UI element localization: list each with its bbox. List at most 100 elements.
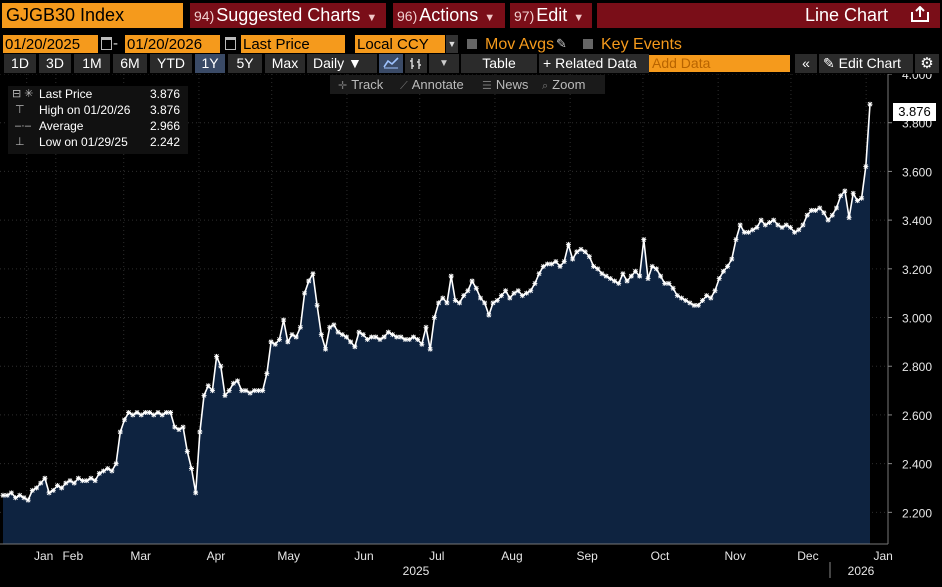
price-point bbox=[867, 101, 873, 107]
price-point bbox=[239, 388, 245, 394]
currency-selector[interactable]: Local CCY bbox=[355, 35, 445, 54]
period-1d-button[interactable]: 1D bbox=[4, 54, 36, 73]
price-point bbox=[637, 273, 643, 279]
mov-avgs-label[interactable]: Mov Avgs bbox=[485, 36, 555, 53]
price-point bbox=[193, 490, 199, 496]
price-point bbox=[163, 409, 169, 415]
price-point bbox=[624, 278, 630, 284]
price-point bbox=[586, 254, 592, 260]
price-chart[interactable]: 2.200 2.400 2.600 2.800 3.000 3.200 3.400 3.600… bbox=[0, 74, 942, 587]
period-1m-button[interactable]: 1M bbox=[74, 54, 110, 73]
price-point bbox=[92, 478, 98, 484]
annotate-tool[interactable]: ⟋ Annotate bbox=[400, 75, 464, 94]
track-tool[interactable]: ✛ Track bbox=[338, 75, 383, 94]
zoom-tool[interactable]: ⌕ Zoom bbox=[542, 75, 585, 94]
x-tick-label: Jul bbox=[429, 549, 444, 563]
price-point bbox=[314, 302, 320, 308]
period-3d-button[interactable]: 3D bbox=[39, 54, 71, 73]
price-point bbox=[281, 317, 287, 323]
chart-type-label: Line Chart bbox=[804, 5, 888, 25]
price-point bbox=[63, 480, 69, 486]
price-point bbox=[612, 278, 618, 284]
annotate-label: Annotate bbox=[411, 77, 464, 92]
price-point bbox=[720, 268, 726, 274]
x-tick-label: Jan bbox=[873, 549, 892, 563]
price-point bbox=[134, 409, 140, 415]
price-point bbox=[695, 302, 701, 308]
price-point bbox=[817, 205, 823, 211]
start-date-input[interactable]: 01/20/2025 bbox=[3, 35, 98, 54]
related-data-button[interactable]: + Related Data bbox=[539, 54, 649, 73]
y-tick-label: 2.400 bbox=[902, 458, 932, 472]
mov-avgs-checkbox[interactable] bbox=[467, 39, 477, 49]
frequency-dropdown[interactable]: Daily ▼ bbox=[307, 54, 377, 73]
key-events-checkbox[interactable] bbox=[583, 39, 593, 49]
edit-chart-label: Edit Chart bbox=[838, 55, 901, 71]
table-button[interactable]: Table bbox=[461, 54, 537, 73]
price-point bbox=[477, 295, 483, 301]
x-tick-label: May bbox=[277, 549, 300, 563]
price-point bbox=[155, 409, 161, 415]
price-point bbox=[109, 468, 115, 474]
bar-chart-icon[interactable] bbox=[405, 54, 427, 73]
price-point bbox=[532, 280, 538, 286]
price-point bbox=[519, 293, 525, 299]
period-ytd-button[interactable]: YTD bbox=[150, 54, 192, 73]
price-point bbox=[25, 497, 31, 503]
suggested-charts-menu[interactable]: 94) Suggested Charts ▼ bbox=[190, 3, 386, 28]
y-tick-label: 3.000 bbox=[902, 312, 932, 326]
period-max-button[interactable]: Max bbox=[265, 54, 305, 73]
edit-menu[interactable]: 97) Edit ▼ bbox=[510, 3, 592, 28]
chevron-down-icon: ▼ bbox=[366, 12, 378, 24]
edit-chart-button[interactable]: ✎ Edit Chart bbox=[819, 54, 913, 73]
suggested-charts-label: Suggested Charts bbox=[216, 5, 361, 25]
price-point bbox=[121, 417, 127, 423]
y-tick-label: 2.600 bbox=[902, 409, 932, 423]
key-events-label[interactable]: Key Events bbox=[601, 36, 682, 53]
gear-icon[interactable]: ⚙ bbox=[915, 54, 939, 73]
price-point bbox=[674, 293, 680, 299]
high-marker-icon: ⊤ bbox=[12, 104, 25, 116]
price-point bbox=[775, 222, 781, 228]
x-tick-label: Nov bbox=[724, 549, 745, 563]
price-point bbox=[255, 388, 261, 394]
chevron-down-icon[interactable]: ▼ bbox=[429, 54, 459, 73]
line-chart-icon[interactable] bbox=[379, 54, 403, 73]
price-point bbox=[406, 336, 412, 342]
field-selector[interactable]: Last Price bbox=[241, 35, 345, 54]
price-point bbox=[364, 336, 370, 342]
chart-type-bar: Line Chart bbox=[597, 3, 940, 28]
frequency-label: Daily bbox=[313, 55, 345, 71]
price-point bbox=[670, 285, 676, 291]
end-date-input[interactable]: 01/20/2026 bbox=[125, 35, 220, 54]
price-point bbox=[779, 224, 785, 230]
calendar-icon[interactable] bbox=[225, 37, 236, 50]
price-point bbox=[235, 378, 241, 384]
price-point bbox=[536, 271, 542, 277]
price-point bbox=[318, 332, 324, 338]
price-point bbox=[46, 490, 52, 496]
pencil-icon[interactable]: ✎ bbox=[556, 36, 567, 51]
price-point bbox=[708, 295, 714, 301]
price-point bbox=[260, 388, 266, 394]
price-point bbox=[243, 388, 249, 394]
price-point bbox=[595, 266, 601, 272]
title-bar: GJGB30 Index 94) Suggested Charts ▼ 96) Act… bbox=[0, 0, 942, 31]
calendar-icon[interactable] bbox=[101, 37, 112, 50]
price-point bbox=[859, 195, 865, 201]
ticker-field[interactable]: GJGB30 Index bbox=[2, 3, 183, 28]
news-tool[interactable]: ☰ News bbox=[482, 75, 528, 94]
actions-menu[interactable]: 96) Actions ▼ bbox=[393, 3, 505, 28]
price-point bbox=[272, 341, 278, 347]
add-data-input[interactable] bbox=[649, 55, 790, 72]
period-6m-button[interactable]: 6M bbox=[113, 54, 147, 73]
period-5y-button[interactable]: 5Y bbox=[228, 54, 262, 73]
price-point bbox=[75, 475, 81, 481]
export-icon[interactable] bbox=[910, 6, 930, 22]
price-point bbox=[494, 297, 500, 303]
chevron-down-icon[interactable]: ▼ bbox=[446, 35, 458, 54]
period-1y-button[interactable]: 1Y bbox=[195, 54, 225, 73]
legend-row-last-price[interactable]: ⊟ ✳ Last Price 3.876 bbox=[8, 86, 188, 102]
price-point bbox=[628, 273, 634, 279]
collapse-icon[interactable]: « bbox=[795, 54, 817, 73]
